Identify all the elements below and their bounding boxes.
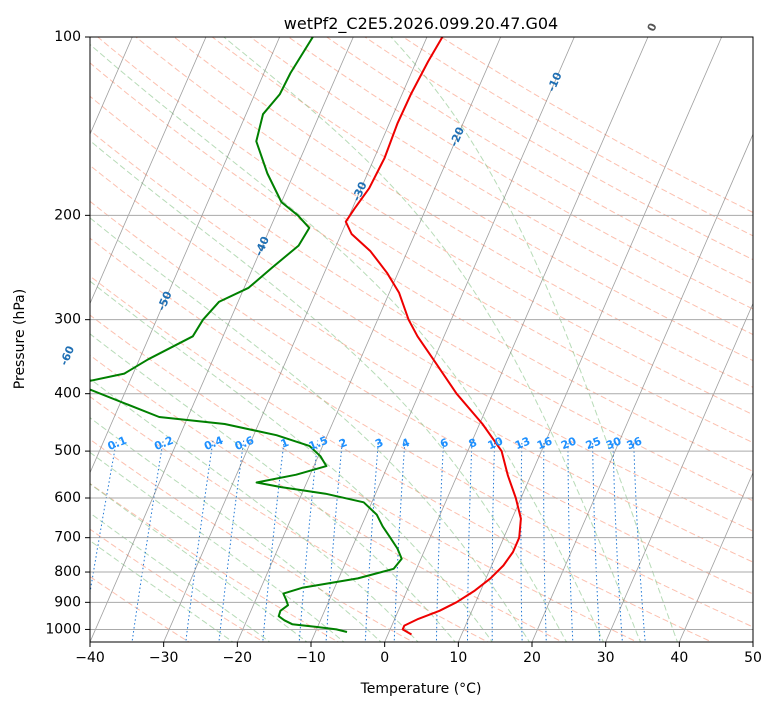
mixing-ratio-label: 13 [513, 434, 532, 452]
isotherm-line [90, 37, 207, 305]
y-tick-label: 100 [54, 29, 81, 45]
isotherm-line [90, 37, 133, 136]
x-tick-label: 0 [380, 650, 389, 666]
isotherm-line [678, 471, 753, 642]
mixing-ratio-label: 20 [559, 434, 578, 452]
isotherm-line [163, 37, 428, 642]
isotherm-line [384, 37, 649, 642]
dry-adiabat [90, 482, 340, 642]
y-tick-label: 600 [54, 490, 81, 506]
dry-adiabat [90, 95, 753, 502]
x-tick-label: 40 [670, 650, 688, 666]
dry-adiabat [90, 62, 753, 472]
x-tick-label: 50 [744, 650, 762, 666]
profile-series [90, 37, 522, 636]
line-labels: -100-90-80-70-60-50-40-30-20-10010203040… [57, 21, 659, 453]
x-tick-label: −10 [296, 650, 326, 666]
isotherm-line [457, 37, 723, 642]
x-axis-label: Temperature (°C) [360, 681, 482, 697]
y-axis-label: Pressure (hPa) [12, 289, 28, 389]
mixing-ratio-line [131, 440, 164, 642]
dry-adiabat [90, 200, 753, 595]
y-tick-label: 1000 [45, 621, 81, 637]
mixing-ratio-label: 2 [337, 436, 349, 451]
mixing-ratio-label: 1 [279, 436, 291, 451]
x-tick-label: −40 [75, 650, 105, 666]
mixing-ratio-label: 16 [535, 434, 554, 452]
x-tick-label: 20 [523, 650, 541, 666]
y-tick-label: 700 [54, 530, 81, 546]
mixing-ratio-line [185, 440, 214, 642]
mixing-ratio-line [567, 440, 574, 642]
x-tick-label: 10 [449, 650, 467, 666]
dry-adiabat [96, 37, 753, 444]
isotherm-line [310, 37, 575, 642]
mixing-ratio-label: 25 [584, 434, 603, 452]
mixing-ratio-line [393, 440, 406, 642]
isotherm-line [236, 37, 502, 642]
dry-adiabat [90, 314, 639, 642]
dewpoint-line [90, 37, 403, 633]
dry-adiabat [173, 37, 753, 388]
mixing-ratio-line [218, 440, 245, 642]
dry-adiabat [135, 37, 753, 416]
isotherm-lines [90, 37, 753, 642]
mixing-ratio-line [592, 440, 601, 642]
y-axis-ticks: 1000 900 800 700 600 500 400 300 200 100 [45, 29, 90, 637]
mixing-ratio-label: 8 [467, 436, 479, 451]
dry-adiabat [287, 37, 753, 310]
temperature-line [344, 37, 522, 636]
dry-adiabat [90, 237, 753, 628]
dry-adiabat [90, 438, 415, 642]
moist-adiabat [90, 483, 308, 642]
isotherm-line [90, 37, 281, 474]
mixing-ratio-line [364, 440, 379, 642]
dry-adiabat [90, 129, 753, 532]
plot-frame [89, 36, 754, 643]
mixing-ratio-label: 30 [604, 434, 623, 452]
dry-adiabat [211, 37, 753, 362]
x-tick-label: −20 [223, 650, 253, 666]
mixing-ratio-line [298, 440, 319, 642]
dry-adiabat [402, 37, 753, 237]
isotherm-line [531, 133, 753, 642]
mixing-ratio-line [435, 440, 445, 642]
y-tick-label: 500 [54, 443, 81, 459]
mixing-ratio-line [491, 440, 496, 642]
mixing-ratio-line [633, 440, 646, 642]
x-tick-label: 30 [597, 650, 615, 666]
y-tick-label: 300 [54, 312, 81, 328]
dry-adiabat [325, 37, 753, 285]
y-tick-label: 800 [54, 564, 81, 580]
isotherm-line [90, 37, 354, 642]
mixing-ratio-lines [90, 440, 646, 642]
y-tick-label: 200 [54, 207, 81, 223]
mixing-ratio-line [520, 440, 523, 642]
mixing-ratio-line [543, 440, 547, 642]
mixing-ratio-label: 36 [625, 434, 644, 452]
mixing-ratio-label: 3 [373, 436, 385, 451]
y-tick-label: 400 [54, 386, 81, 402]
x-axis-ticks: −40 −30 −20 −10 0 10 20 30 40 50 [75, 642, 762, 666]
moist-adiabat [90, 280, 493, 642]
isobar-lines [90, 37, 753, 630]
x-tick-label: −30 [149, 650, 179, 666]
mixing-ratio-line [262, 440, 285, 642]
mixing-ratio-label: 10 [486, 434, 505, 452]
chart-title: wetPf2_C2E5.2026.099.20.47.G04 [284, 14, 558, 34]
y-tick-label: 900 [54, 594, 81, 610]
mixing-ratio-line [325, 440, 343, 642]
mixing-ratio-line [612, 440, 623, 642]
isotherm-line [605, 302, 753, 642]
